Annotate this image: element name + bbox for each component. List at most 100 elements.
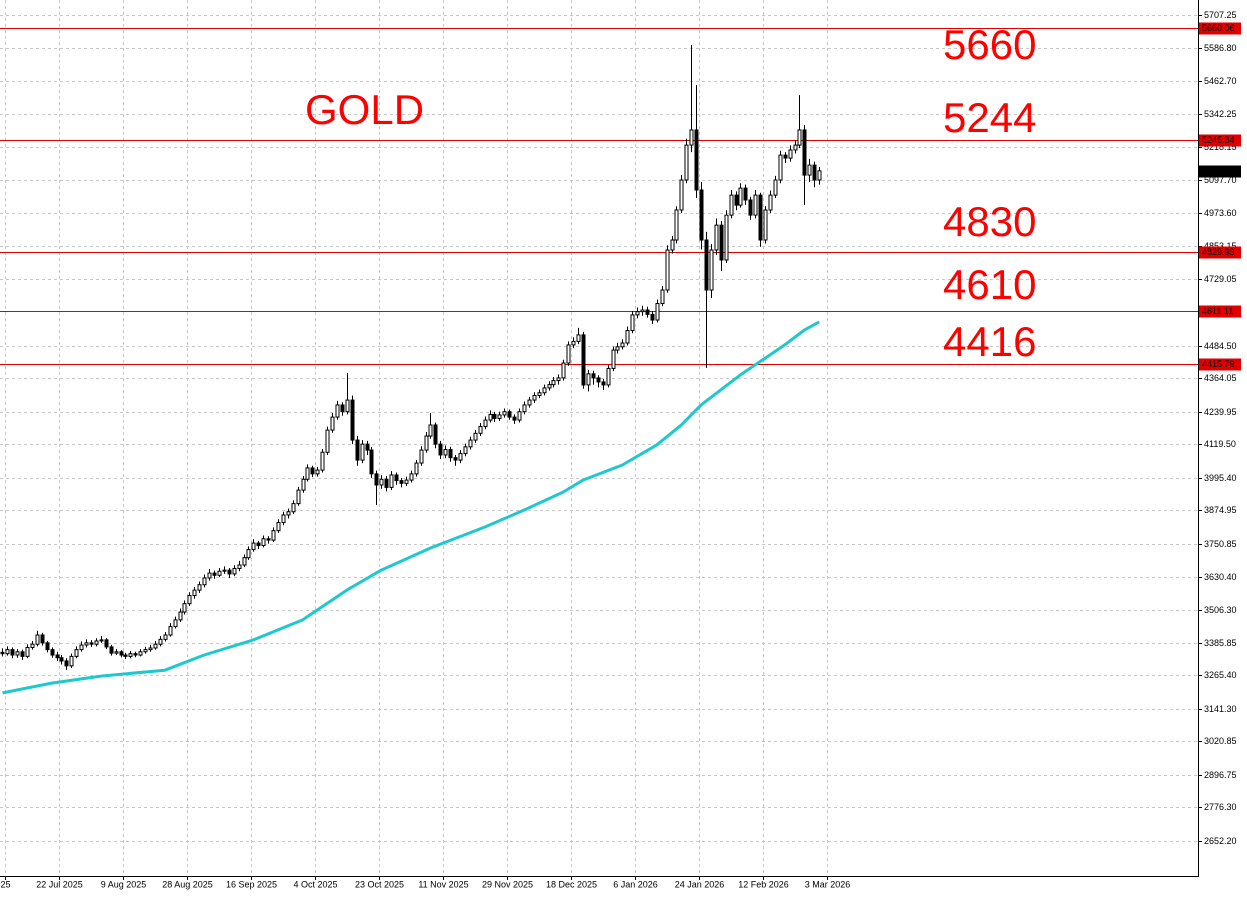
candle-body	[660, 289, 665, 305]
candle-body	[537, 392, 542, 396]
candle-body	[694, 129, 699, 191]
candle-body	[763, 209, 768, 241]
candle-body	[232, 568, 237, 575]
candle-body	[709, 249, 714, 291]
candle-body	[399, 480, 404, 484]
candle-body	[296, 489, 301, 505]
candle-body	[35, 634, 40, 645]
y-tick-label: 4364.05	[1204, 373, 1237, 383]
x-tick-label: 18 Dec 2025	[546, 879, 597, 889]
y-tick-label: 5462.70	[1204, 76, 1237, 86]
price-label: 5130.88	[1202, 166, 1235, 176]
x-tick-label: 16 Sep 2025	[226, 879, 277, 889]
x-tick-label: 3 Mar 2026	[805, 879, 851, 889]
candle-body	[689, 129, 694, 146]
candle-body	[719, 224, 724, 261]
x-tick-label: 9 Aug 2025	[101, 879, 147, 889]
y-tick-label: 2776.30	[1204, 802, 1237, 812]
candle-body	[335, 404, 340, 418]
candle-body	[507, 411, 512, 418]
candle-body	[699, 189, 704, 241]
level-annotation: 4416	[943, 318, 1036, 365]
candle-body	[630, 314, 635, 332]
candle-body	[182, 603, 187, 613]
y-tick-label: 3874.95	[1204, 505, 1237, 515]
candle-body	[242, 557, 247, 566]
level-label: 4829.93	[1202, 247, 1235, 257]
candle-body	[40, 634, 45, 644]
level-label: 5660.06	[1202, 23, 1235, 33]
candle-body	[246, 549, 251, 559]
level-lines	[0, 28, 1198, 365]
candle-body	[807, 164, 812, 176]
candle-body	[674, 209, 679, 241]
candle-body	[797, 129, 802, 146]
candle-body	[635, 311, 640, 316]
candle-body	[729, 194, 734, 216]
candle-body	[576, 334, 581, 342]
candle-body	[738, 187, 743, 206]
candle-body	[734, 194, 739, 206]
x-tick-label: 29 Nov 2025	[482, 879, 533, 889]
candle-body	[601, 381, 606, 386]
candle-body	[753, 194, 758, 216]
candle-body	[138, 651, 143, 656]
candle-body	[350, 399, 355, 441]
y-tick-label: 4119.50	[1204, 439, 1236, 449]
candle-body	[315, 469, 320, 475]
candle-body	[128, 653, 133, 657]
y-tick-label: 4729.05	[1204, 274, 1237, 284]
candle-body	[448, 449, 453, 459]
candle-body	[55, 654, 60, 659]
candle-body	[783, 154, 788, 159]
candle-body	[192, 589, 197, 597]
candle-body	[50, 649, 55, 656]
candle-body	[788, 149, 793, 159]
annotations: GOLD 5660 5244 4830 4610 4416	[305, 21, 1036, 365]
candle-body	[532, 394, 537, 401]
y-tick-label: 2896.75	[1204, 770, 1237, 780]
candle-body	[665, 249, 670, 291]
x-tick-label: 24 Jan 2026	[675, 879, 725, 889]
candle-body	[404, 479, 409, 484]
level-annotation: 4610	[943, 261, 1036, 308]
candle-body	[109, 646, 114, 654]
candle-body	[222, 569, 227, 572]
candle-body	[320, 451, 325, 471]
y-tick-label: 5097.70	[1204, 175, 1237, 185]
candle-body	[64, 660, 69, 667]
candle-body	[758, 194, 763, 241]
y-tick-label: 3750.85	[1204, 539, 1237, 549]
level-label: 5245.84	[1202, 135, 1235, 145]
level-label: 4415.79	[1202, 359, 1235, 369]
candle-body	[724, 214, 729, 261]
candle-body	[379, 478, 384, 486]
candle-body	[5, 649, 10, 655]
candle-body	[74, 649, 79, 657]
x-tick-label: 22 Jul 2025	[36, 879, 83, 889]
candle-body	[571, 340, 576, 346]
x-tick-label: 4 Oct 2025	[293, 879, 337, 889]
y-tick-label: 3630.40	[1204, 572, 1237, 582]
y-tick-label: 4853.15	[1204, 241, 1237, 251]
candle-body	[197, 584, 202, 591]
candle-body	[502, 411, 507, 416]
y-tick-label: 3020.85	[1204, 736, 1237, 746]
candle-body	[655, 303, 660, 321]
candle-body	[409, 473, 414, 481]
candle-body	[266, 538, 271, 541]
candle-body	[291, 503, 296, 513]
level-label-box	[1199, 246, 1241, 259]
grid	[0, 0, 1198, 876]
candle-body	[0, 651, 5, 655]
candle-body	[69, 655, 74, 667]
level-label-box	[1199, 134, 1241, 147]
candle-body	[428, 424, 433, 437]
candle-body	[522, 404, 527, 413]
candle-body	[114, 651, 119, 654]
ma-line	[2, 320, 820, 695]
candle-body	[305, 467, 310, 480]
axis-labels: 5707.25 5586.80 5462.70 5342.25 5218.15 5097.…	[0, 10, 1241, 889]
candle-body	[773, 179, 778, 196]
